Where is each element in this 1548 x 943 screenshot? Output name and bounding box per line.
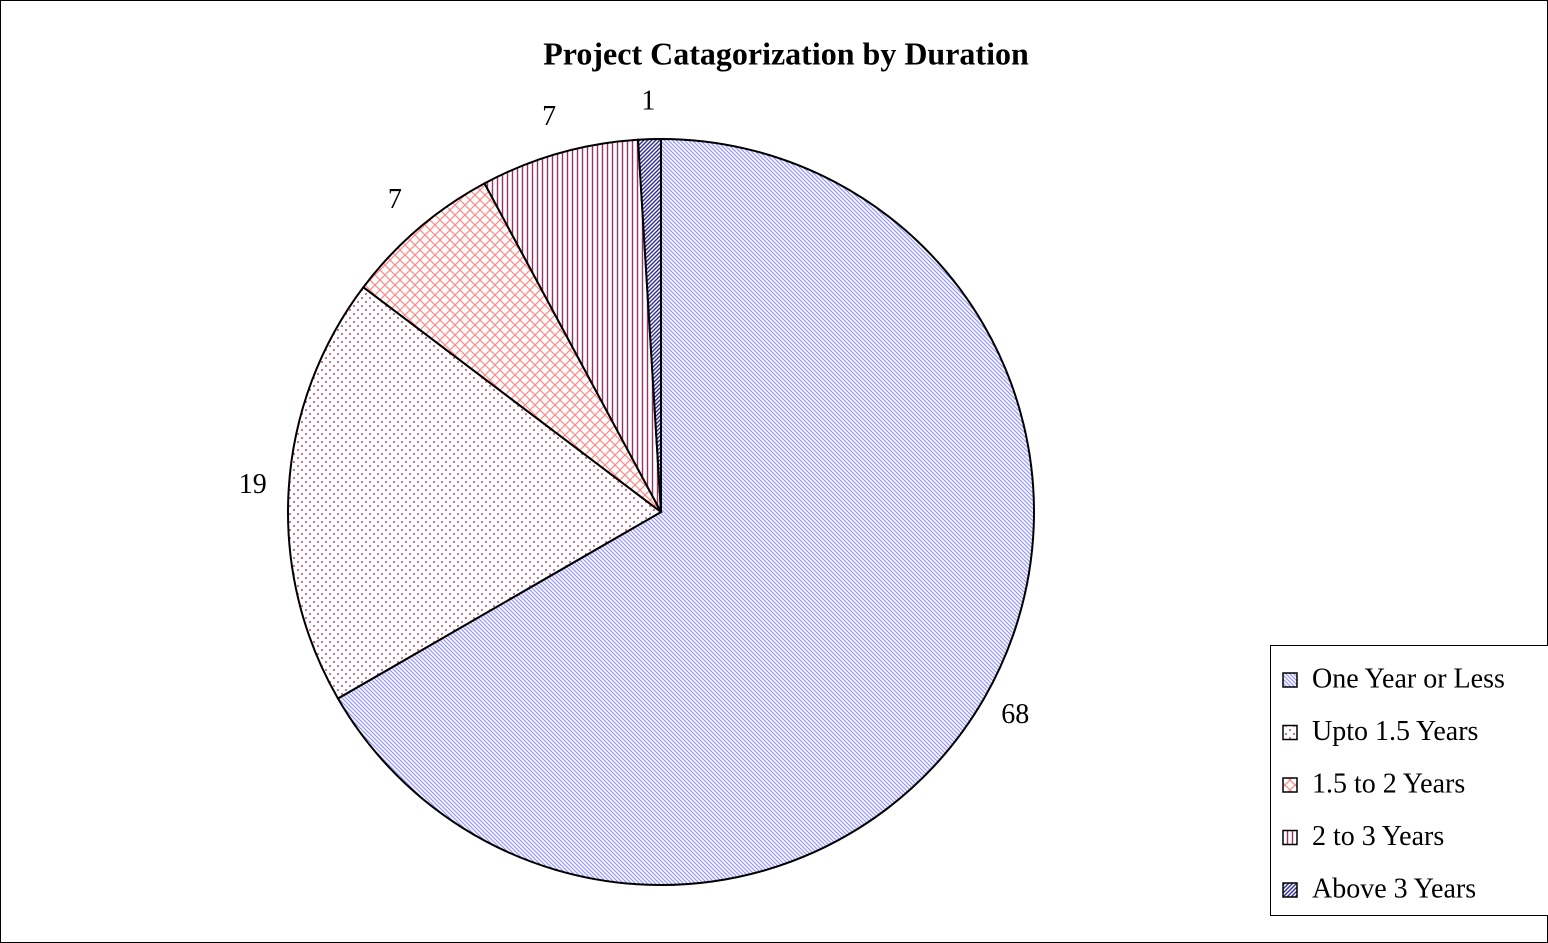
chart-title: Project Catagorization by Duration: [543, 35, 1029, 71]
legend-box: [1270, 645, 1548, 916]
legend-label: Upto 1.5 Years: [1312, 716, 1478, 747]
data-label: 7: [542, 101, 556, 132]
pie-slice: [483, 138, 662, 513]
legend-swatch: [1282, 777, 1298, 793]
legend-swatch: [1282, 829, 1298, 846]
legend-label: 1.5 to 2 Years: [1312, 768, 1465, 799]
pie-slice: [361, 182, 662, 513]
pie-slice: [336, 137, 1035, 886]
pie-slice: [287, 285, 663, 700]
legend-swatch: [1282, 882, 1298, 898]
legend-label: Above 3 Years: [1312, 873, 1476, 904]
data-label: 68: [1001, 699, 1029, 730]
pie-slice: [636, 137, 662, 513]
legend-label: One Year or Less: [1312, 663, 1505, 694]
data-label: 1: [641, 86, 655, 117]
data-label: 19: [239, 469, 267, 500]
data-label: 7: [388, 184, 402, 215]
legend-swatch: [1282, 724, 1298, 741]
legend-label: 2 to 3 Years: [1312, 821, 1444, 852]
legend-swatch: [1282, 672, 1298, 688]
